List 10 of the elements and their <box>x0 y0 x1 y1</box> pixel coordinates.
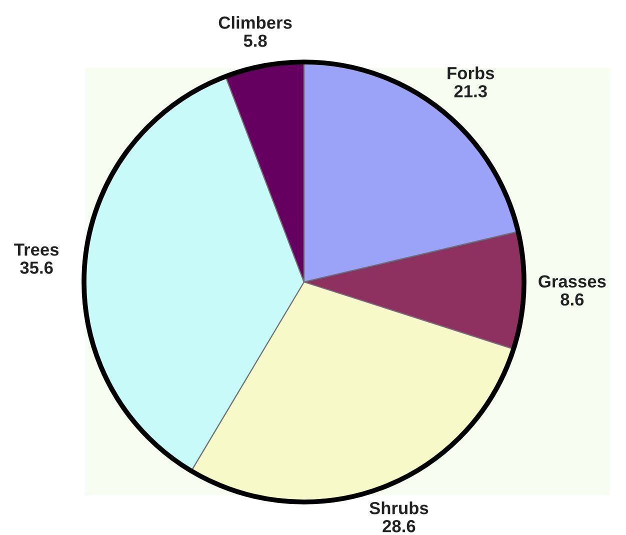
slice-label: Forbs <box>448 66 494 80</box>
data-label: 28.6 <box>382 520 416 532</box>
slice-label: Shrubs <box>370 502 428 514</box>
data-label: 8.6 <box>560 293 584 306</box>
data-label: 35.6 <box>20 262 53 274</box>
slice-label: Climbers <box>218 16 292 29</box>
slice-label: Grasses <box>538 275 606 288</box>
data-label: 21.3 <box>454 85 487 98</box>
data-label: 5.8 <box>244 34 267 47</box>
slice-label: Trees <box>14 244 59 256</box>
